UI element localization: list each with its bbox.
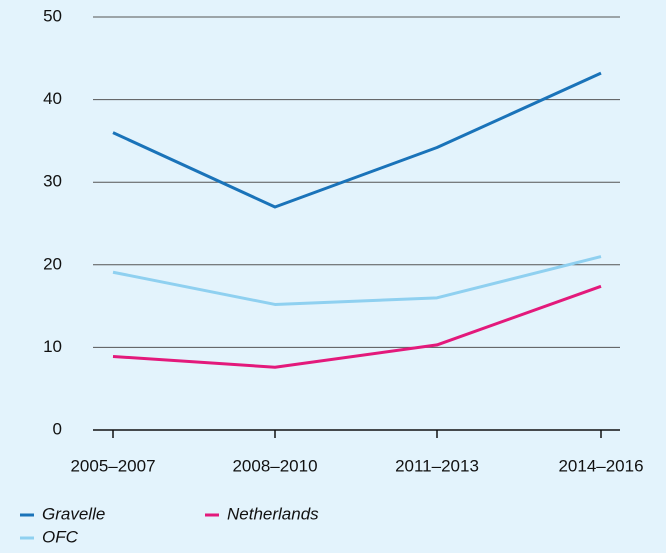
- y-tick-label: 0: [53, 419, 62, 438]
- x-tick-label: 2008–2010: [232, 456, 317, 475]
- y-tick-label: 10: [43, 337, 62, 356]
- x-tick-label: 2011–2013: [395, 456, 479, 475]
- legend-label: Netherlands: [227, 504, 319, 523]
- y-tick-label: 30: [43, 172, 62, 191]
- y-tick-label: 20: [43, 254, 62, 273]
- y-tick-label: 50: [43, 6, 62, 25]
- x-tick-label: 2005–2007: [70, 456, 155, 475]
- series-line: [112, 284, 602, 369]
- legend-label: OFC: [42, 527, 79, 546]
- series-line: [112, 255, 602, 306]
- y-tick-label: 40: [43, 89, 62, 108]
- x-tick-label: 2014–2016: [558, 456, 643, 475]
- series-line: [112, 71, 602, 209]
- legend-label: Gravelle: [42, 504, 105, 523]
